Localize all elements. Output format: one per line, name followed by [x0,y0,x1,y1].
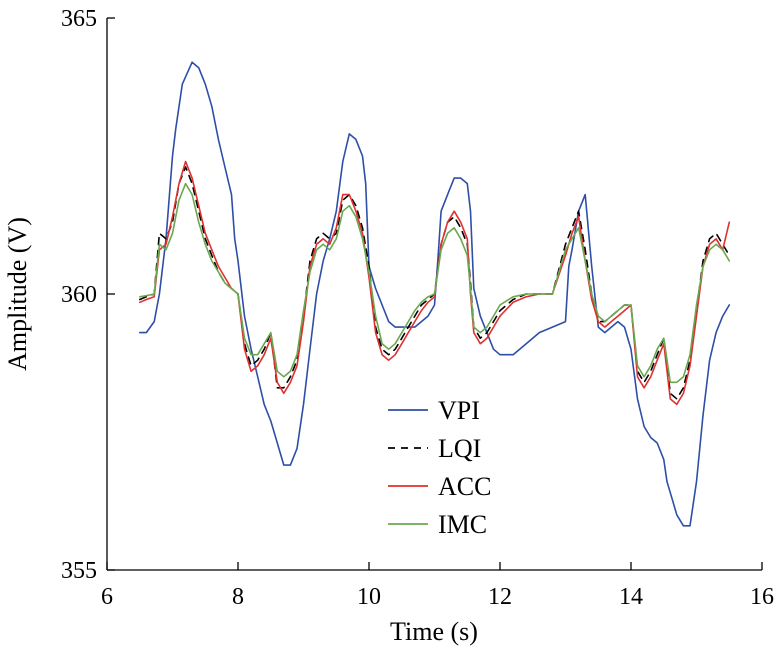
series-group [139,61,731,527]
x-tick-label: 12 [488,584,512,610]
x-tick-label: 6 [101,584,113,610]
x-tick-label: 8 [232,584,244,610]
x-tick-label: 14 [619,584,643,610]
y-tick-label: 355 [61,558,97,584]
ticks: 6 8 10 12 14 16 355 360 365 [61,6,774,610]
legend-label-lqi: LQI [438,434,481,463]
series-line-vpi [139,61,731,527]
x-axis-label: Time (s) [390,617,478,646]
y-axis-label: Amplitude (V) [3,217,32,371]
series-line-imc [139,182,731,384]
x-tick-label: 10 [357,584,381,610]
legend: VPI LQI ACC IMC [388,396,491,539]
legend-label-acc: ACC [438,472,491,501]
series-line-acc [139,160,731,406]
x-tick-label: 16 [750,584,774,610]
legend-label-vpi: VPI [438,396,480,425]
y-tick-label: 360 [61,282,97,308]
legend-label-imc: IMC [438,510,487,539]
y-tick-label: 365 [61,6,97,32]
